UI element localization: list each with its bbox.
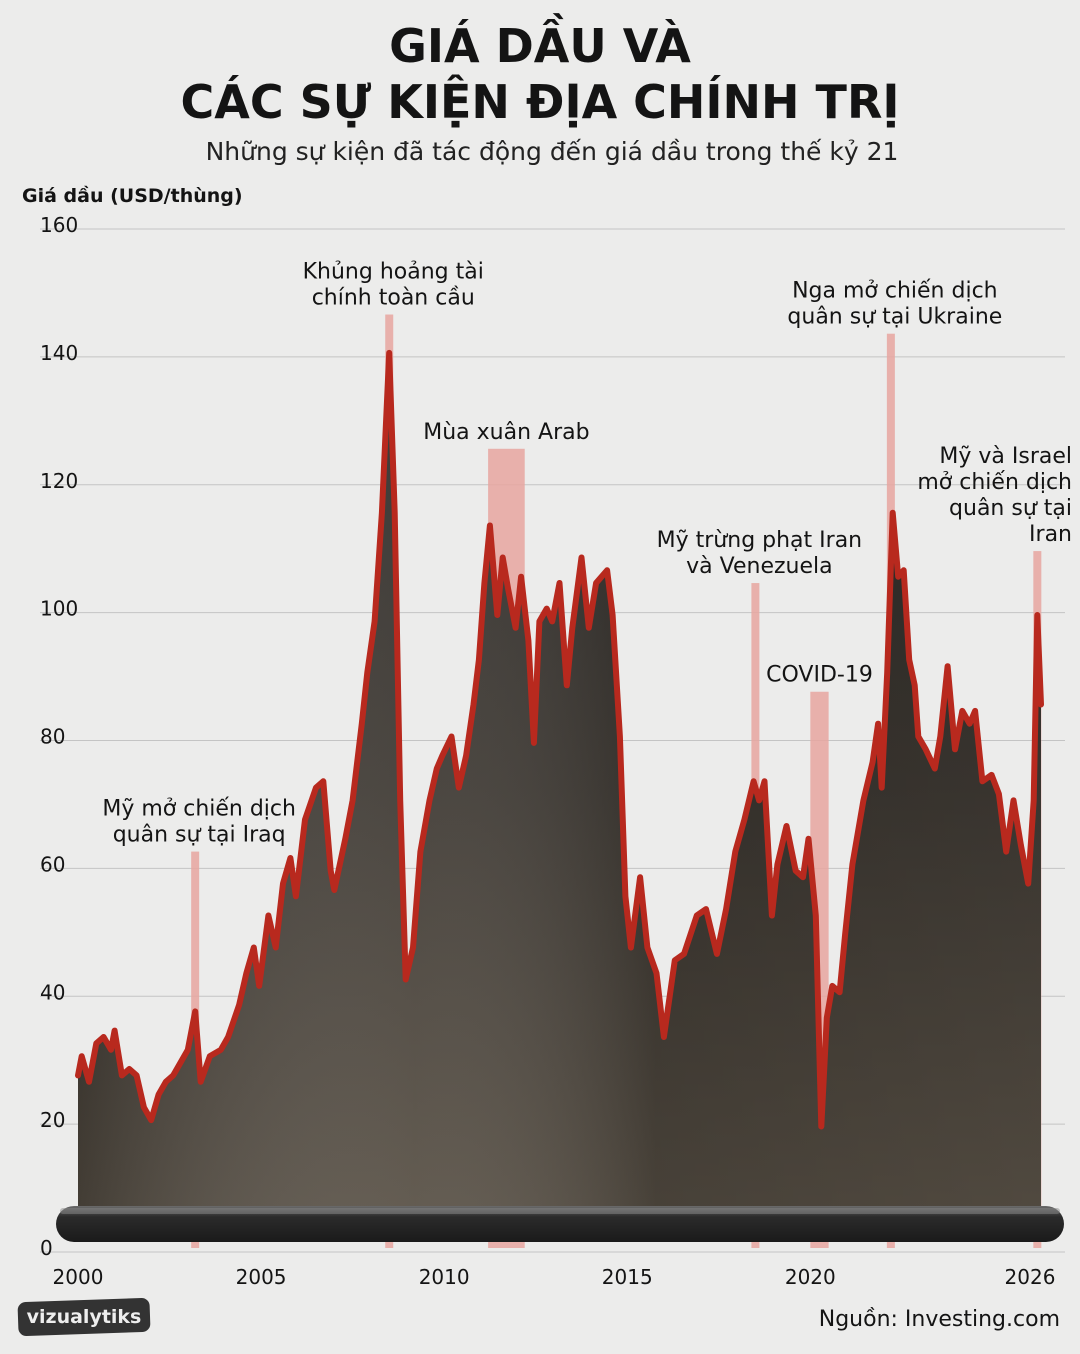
- y-axis-label: Giá dầu (USD/thùng): [22, 184, 243, 207]
- y-tick-label: 20: [40, 1108, 65, 1132]
- pedestal: [56, 1206, 1064, 1242]
- x-tick-label: 2000: [53, 1265, 104, 1289]
- y-tick-label: 140: [40, 341, 78, 365]
- source: Nguồn: Investing.com: [819, 1307, 1060, 1332]
- y-tick-label: 0: [40, 1236, 53, 1260]
- event-label: Iran: [1029, 522, 1072, 547]
- event-label: Mùa xuân Arab: [423, 420, 589, 445]
- pedestal-highlight: [60, 1208, 1060, 1214]
- y-tick-label: 120: [40, 469, 78, 493]
- title-line: GIÁ DẦU VÀ: [389, 13, 691, 73]
- x-tick-label: 2026: [1005, 1265, 1056, 1289]
- event-label: Khủng hoảng tài: [303, 260, 484, 285]
- x-tick-label: 2005: [236, 1265, 287, 1289]
- event-label: chính toàn cầu: [312, 286, 475, 311]
- event-label: quân sự tại: [949, 496, 1072, 521]
- x-tick-label: 2010: [419, 1265, 470, 1289]
- event-label: và Venezuela: [686, 554, 832, 579]
- subtitle: Những sự kiện đã tác động đến giá dầu tr…: [206, 137, 899, 166]
- event-label: Mỹ và Israel: [939, 444, 1072, 469]
- y-tick-label: 80: [40, 725, 65, 749]
- event-label: quân sự tại Iraq: [113, 823, 286, 848]
- y-tick-label: 100: [40, 597, 78, 621]
- brand: vizualytiks: [27, 1306, 142, 1328]
- event-label: COVID-19: [766, 663, 873, 688]
- event-label: Nga mở chiến dịch: [792, 279, 998, 304]
- x-tick-label: 2020: [785, 1265, 836, 1289]
- y-tick-label: 40: [40, 980, 65, 1004]
- labels: 0 20 40 60 80 100 120 140 160 2000 2005 2010 2015 202…: [40, 213, 1072, 1289]
- x-tick-label: 2015: [602, 1265, 653, 1289]
- y-tick-label: 160: [40, 213, 78, 237]
- event-label: Mỹ trừng phạt Iran: [657, 528, 862, 553]
- oil-area-shade: [78, 352, 1041, 1218]
- brand-badge: [17, 1297, 151, 1337]
- event-label: Mỹ mở chiến dịch: [102, 797, 296, 822]
- title-line: CÁC SỰ KIỆN ĐỊA CHÍNH TRỊ: [181, 75, 900, 129]
- y-tick-label: 60: [40, 852, 65, 876]
- plot: [75, 349, 1044, 1218]
- event-label: quân sự tại Ukraine: [787, 305, 1002, 330]
- price-line: [75, 349, 1044, 1130]
- event-label: mở chiến dịch: [917, 470, 1072, 495]
